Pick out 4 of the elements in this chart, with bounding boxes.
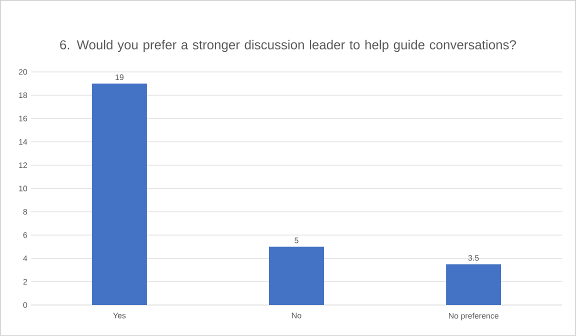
bar: [269, 246, 324, 306]
bar: [92, 84, 147, 306]
bar: [446, 264, 502, 306]
chart-title: 6. Would you prefer a stronger discussion leader to help guide conversations?: [60, 40, 516, 52]
